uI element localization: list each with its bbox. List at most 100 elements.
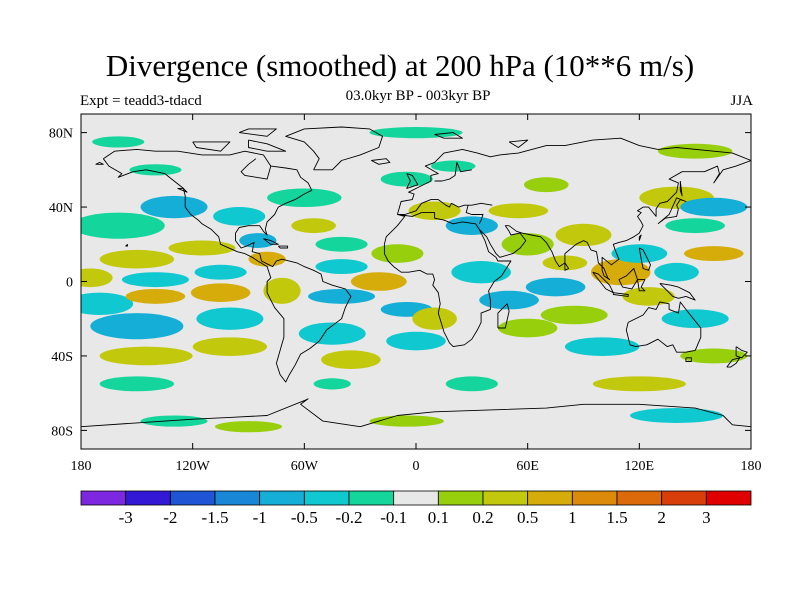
colorbar-swatch bbox=[661, 490, 707, 506]
divergence-region bbox=[488, 203, 549, 219]
coastline bbox=[285, 126, 383, 171]
colorbar-swatch bbox=[571, 490, 618, 506]
lon-tick-label: 120E bbox=[625, 459, 655, 474]
coastline bbox=[638, 247, 651, 271]
divergence-region bbox=[371, 244, 424, 263]
coastline bbox=[248, 139, 287, 152]
coastline bbox=[497, 303, 510, 329]
divergence-region bbox=[81, 292, 134, 315]
lon-tick-label: 180 bbox=[71, 459, 92, 474]
coastline bbox=[508, 139, 529, 148]
lon-tick-label: 120W bbox=[176, 459, 211, 474]
coastline bbox=[277, 245, 289, 249]
coastline bbox=[638, 234, 642, 241]
divergence-region bbox=[81, 212, 165, 239]
divergence-region bbox=[190, 283, 251, 302]
colorbar-label: 0.5 bbox=[517, 508, 538, 527]
divergence-region bbox=[140, 195, 208, 219]
divergence-region bbox=[315, 259, 368, 275]
colorbar-label: 0.1 bbox=[428, 508, 449, 527]
divergence-region bbox=[213, 207, 266, 226]
divergence-region bbox=[430, 160, 476, 172]
colorbar-swatch bbox=[437, 490, 484, 506]
colorbar-label: -2 bbox=[163, 508, 177, 527]
divergence-region bbox=[121, 272, 189, 288]
coastline bbox=[383, 212, 512, 348]
colorbar-label: 0.2 bbox=[472, 508, 493, 527]
coastlines bbox=[81, 126, 751, 428]
coastline bbox=[657, 197, 687, 225]
colorbar-swatch bbox=[214, 490, 261, 506]
colorbar-label: -0.5 bbox=[291, 508, 318, 527]
divergence-region bbox=[386, 331, 446, 351]
divergence-region bbox=[497, 318, 558, 338]
colorbar-label: -0.1 bbox=[380, 508, 407, 527]
coastline bbox=[625, 301, 702, 353]
divergence-region bbox=[380, 171, 433, 187]
divergence-region bbox=[654, 262, 699, 282]
colorbar-swatch bbox=[616, 490, 663, 506]
divergence-region bbox=[622, 287, 675, 306]
colorbar-swatch bbox=[303, 490, 350, 506]
coastline bbox=[396, 137, 751, 215]
lat-tick-label: 80N bbox=[49, 127, 73, 142]
colorbar-swatch bbox=[169, 490, 216, 506]
divergence-region bbox=[140, 415, 208, 427]
divergence-region bbox=[99, 346, 193, 366]
divergence-region bbox=[263, 277, 301, 304]
coastline bbox=[726, 357, 741, 368]
chart-title: Divergence (smoothed) at 200 hPa (10**6 … bbox=[105, 48, 695, 83]
map-axes: 80N 40N 0 40S 80S 180 120W 60W 0 60E 120E 180 bbox=[49, 114, 762, 474]
divergence-region bbox=[92, 136, 145, 148]
colorbar-label: -0.2 bbox=[336, 508, 363, 527]
coastline bbox=[465, 205, 484, 224]
lon-tick-label: 60E bbox=[516, 459, 539, 474]
coastline bbox=[192, 141, 231, 152]
coastline bbox=[612, 292, 629, 297]
colorbar-label: -1.5 bbox=[202, 508, 229, 527]
coastline bbox=[735, 346, 748, 359]
divergence-region bbox=[308, 288, 376, 304]
divergence-region bbox=[590, 259, 651, 286]
divergence-region bbox=[684, 246, 744, 262]
divergence-region bbox=[192, 337, 268, 356]
divergence-region bbox=[321, 350, 381, 369]
colorbar: -3 -2 -1.5 -1 -0.5 -0.2 -0.1 0.1 0.2 0.5 1 1.5 2 3 bbox=[80, 490, 752, 527]
map-area bbox=[81, 114, 751, 449]
colorbar-swatch bbox=[393, 490, 439, 506]
divergence-region bbox=[350, 272, 407, 291]
divergence-region bbox=[451, 261, 511, 284]
divergence-region bbox=[215, 421, 282, 433]
colorbar-label: 1.5 bbox=[606, 508, 627, 527]
divergence-region bbox=[657, 143, 733, 159]
colorbar-label: -1 bbox=[253, 508, 267, 527]
divergence-region bbox=[665, 218, 725, 234]
coastline bbox=[685, 357, 692, 362]
divergence-region bbox=[661, 309, 729, 329]
coastline bbox=[679, 180, 683, 197]
divergence-region bbox=[369, 127, 463, 139]
coastline bbox=[434, 161, 472, 182]
season-label: JJA bbox=[730, 93, 753, 109]
colorbar-swatch bbox=[348, 490, 395, 506]
divergence-region bbox=[445, 216, 498, 235]
coastline bbox=[637, 279, 646, 292]
divergence-region bbox=[315, 236, 368, 252]
divergence-region bbox=[313, 378, 351, 390]
lon-tick-label: 180 bbox=[741, 459, 762, 474]
lat-tick-label: 40N bbox=[49, 201, 73, 216]
coastline bbox=[659, 282, 696, 301]
divergence-region bbox=[611, 244, 668, 263]
lon-tick-label: 0 bbox=[413, 459, 420, 474]
divergence-region bbox=[194, 264, 247, 280]
divergence-region bbox=[540, 305, 608, 325]
divergence-region bbox=[99, 376, 175, 392]
divergence-region bbox=[412, 307, 457, 330]
divergence-region bbox=[239, 233, 277, 248]
lon-tick-label: 60W bbox=[291, 459, 319, 474]
coastline bbox=[397, 199, 493, 215]
divergence-region bbox=[99, 249, 175, 269]
colorbar-swatch bbox=[125, 490, 171, 506]
coastline bbox=[434, 132, 463, 139]
divergence-region bbox=[125, 288, 186, 304]
